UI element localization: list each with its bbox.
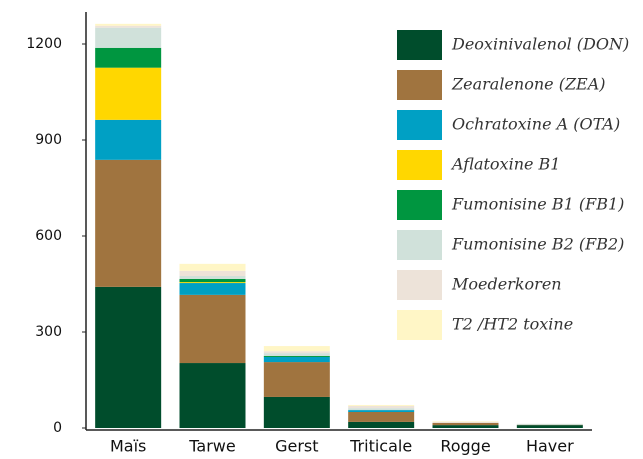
legend-swatch [397, 310, 442, 340]
bar-segment [263, 346, 330, 352]
y-tick-label: 300 [35, 324, 62, 340]
bar-segment [95, 25, 162, 28]
bar-segment [432, 422, 499, 426]
bar-segment [95, 27, 162, 48]
bar-segment [348, 404, 415, 406]
bar-segment [348, 408, 415, 411]
legend-swatch [397, 190, 442, 220]
legend-label: Aflatoxine B1 [450, 155, 560, 174]
bar-segment [348, 410, 415, 412]
bar-segment [516, 423, 583, 425]
legend-swatch [397, 230, 442, 260]
bar-segment [516, 425, 583, 428]
legend-label: Zearalenone (ZEA) [451, 75, 606, 94]
legend-swatch [397, 110, 442, 140]
legend-swatch [397, 270, 442, 300]
bar-segment [348, 405, 415, 409]
bar-segment [263, 362, 330, 397]
legend-label: Moederkoren [451, 275, 562, 294]
bar-segment [263, 356, 330, 357]
bar-segment [263, 396, 330, 428]
bar-segment [179, 270, 246, 276]
bar-segment [179, 263, 246, 271]
bar-segment [95, 23, 162, 26]
bar-segment [179, 363, 246, 428]
bar-segment [432, 425, 499, 428]
bar-segment [432, 421, 499, 423]
bar-segment [95, 159, 162, 287]
legend-label: Fumonisine B1 (FB1) [451, 195, 624, 214]
bar-segment [432, 421, 499, 422]
bar-segment [179, 282, 246, 284]
bar-segment [95, 286, 162, 428]
x-tick-label: Haver [526, 437, 574, 456]
bar-segment [263, 351, 330, 354]
bar-segment [263, 353, 330, 356]
x-tick-label: Maïs [110, 437, 146, 456]
bar-segment [179, 276, 246, 279]
bar-segment [95, 47, 162, 68]
x-tick-label: Rogge [440, 437, 490, 456]
y-tick-label: 600 [35, 228, 62, 244]
bar-segment [179, 283, 246, 295]
x-tick-label: Tarwe [188, 437, 235, 456]
legend-swatch [397, 30, 442, 60]
bar-segment [95, 67, 162, 120]
y-tick-label: 900 [35, 132, 62, 148]
legend-label: Ochratoxine A (OTA) [452, 115, 620, 134]
bar-segment [179, 294, 246, 364]
bar-segment [263, 356, 330, 363]
y-tick-label: 0 [53, 420, 62, 436]
x-tick-label: Gerst [275, 437, 318, 456]
legend-swatch [397, 150, 442, 180]
bar-segment [95, 119, 162, 160]
legend-swatch [397, 70, 442, 100]
bar-segment [348, 421, 415, 428]
bar-segment [348, 412, 415, 422]
x-tick-label: Triticale [349, 437, 412, 456]
y-tick-label: 1200 [26, 36, 62, 52]
legend-label: T2 /HT2 toxine [452, 315, 573, 334]
legend-label: Fumonisine B2 (FB2) [451, 235, 624, 254]
legend-label: Deoxinivalenol (DON) [451, 35, 629, 54]
bar-segment [179, 278, 246, 283]
